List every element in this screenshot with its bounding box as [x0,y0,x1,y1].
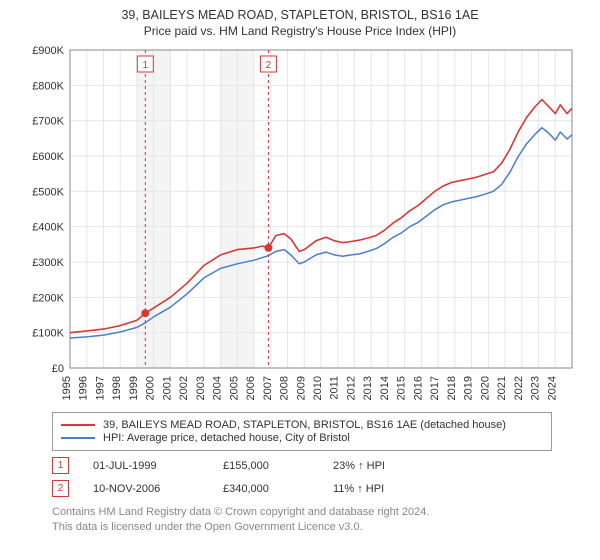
legend-row: HPI: Average price, detached house, City… [61,432,543,444]
legend: 39, BAILEYS MEAD ROAD, STAPLETON, BRISTO… [52,412,552,451]
svg-text:1999: 1999 [128,376,140,400]
svg-text:2022: 2022 [513,376,525,400]
svg-text:2008: 2008 [279,376,291,400]
svg-text:2021: 2021 [496,376,508,400]
svg-text:2013: 2013 [362,376,374,400]
svg-text:2003: 2003 [195,376,207,400]
legend-label: HPI: Average price, detached house, City… [103,432,350,444]
event-marker: 1 [52,457,69,474]
legend-swatch [61,424,95,426]
svg-text:2012: 2012 [345,376,357,400]
svg-text:2002: 2002 [178,376,190,400]
footer-line-2: This data is licensed under the Open Gov… [52,520,578,535]
svg-text:2014: 2014 [379,376,391,400]
svg-text:2024: 2024 [546,376,558,400]
events-table: 1 01-JUL-1999£155,00023% ↑ HPI 2 10-NOV-200… [52,457,552,497]
svg-text:1996: 1996 [78,376,90,400]
svg-text:£100K: £100K [32,328,64,340]
event-date: 10-NOV-2006 [93,483,223,495]
svg-text:2010: 2010 [312,376,324,400]
svg-text:£600K: £600K [32,151,64,163]
svg-text:2: 2 [266,60,272,71]
event-row: 1 01-JUL-1999£155,00023% ↑ HPI [52,457,552,474]
legend-label: 39, BAILEYS MEAD ROAD, STAPLETON, BRISTO… [103,419,506,431]
event-marker: 2 [52,480,69,497]
event-diff: 11% ↑ HPI [333,483,433,495]
svg-text:£400K: £400K [32,222,64,234]
footer: Contains HM Land Registry data © Crown c… [52,505,578,535]
svg-text:2018: 2018 [446,376,458,400]
chart-title: 39, BAILEYS MEAD ROAD, STAPLETON, BRISTO… [10,8,590,22]
svg-text:1997: 1997 [94,376,106,400]
svg-text:£700K: £700K [32,116,64,128]
svg-text:£0: £0 [52,363,64,375]
svg-text:2007: 2007 [262,376,274,400]
chart-subtitle: Price paid vs. HM Land Registry's House … [10,24,590,38]
svg-text:£500K: £500K [32,186,64,198]
svg-text:2023: 2023 [530,376,542,400]
svg-text:2019: 2019 [463,376,475,400]
footer-line-1: Contains HM Land Registry data © Crown c… [52,505,578,520]
chart-svg: £0 £100K £200K £300K £400K £500K £600K £700K £80… [20,44,580,404]
svg-text:2004: 2004 [212,376,224,400]
svg-text:2001: 2001 [161,376,173,400]
svg-text:£900K: £900K [32,45,64,57]
legend-row: 39, BAILEYS MEAD ROAD, STAPLETON, BRISTO… [61,419,543,431]
event-diff: 23% ↑ HPI [333,460,433,472]
svg-text:2000: 2000 [145,376,157,400]
svg-text:1998: 1998 [111,376,123,400]
svg-text:2005: 2005 [228,376,240,400]
svg-text:2015: 2015 [396,376,408,400]
svg-text:2011: 2011 [329,376,341,400]
chart: £0 £100K £200K £300K £400K £500K £600K £700K £80… [20,44,580,404]
legend-swatch [61,437,95,439]
svg-text:£200K: £200K [32,292,64,304]
event-row: 2 10-NOV-2006£340,00011% ↑ HPI [52,480,552,497]
svg-text:1995: 1995 [61,376,73,400]
svg-text:£300K: £300K [32,257,64,269]
svg-text:1: 1 [143,60,149,71]
svg-text:2006: 2006 [245,376,257,400]
event-date: 01-JUL-1999 [93,460,223,472]
svg-text:£800K: £800K [32,80,64,92]
event-price: £340,000 [223,483,333,495]
svg-text:2016: 2016 [412,376,424,400]
svg-text:2020: 2020 [479,376,491,400]
svg-text:2017: 2017 [429,376,441,400]
svg-text:2009: 2009 [295,376,307,400]
event-price: £155,000 [223,460,333,472]
